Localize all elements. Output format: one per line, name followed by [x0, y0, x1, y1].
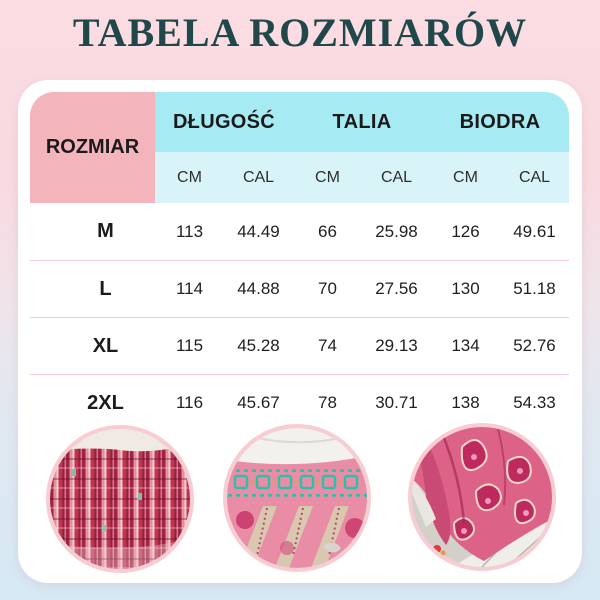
table-cell: 45.67: [224, 374, 293, 431]
table-cell: 52.76: [500, 317, 569, 374]
table-cell: 130: [431, 260, 500, 317]
row-size-label: 2XL: [30, 374, 155, 431]
waistband-fabric-image: [227, 428, 367, 568]
table-cell: 49.61: [513, 221, 556, 241]
unit-header-cal-1: CAL: [224, 152, 293, 203]
column-header-talia: TALIA: [293, 92, 431, 152]
table-cell: 44.49: [237, 221, 280, 241]
smocked-fabric-image: [50, 429, 190, 569]
column-header-biodra: BIODRA: [431, 92, 569, 152]
unit-header-cm-2: CM: [293, 152, 362, 203]
page-title: TABELA ROZMIARÓW: [72, 10, 528, 55]
unit-header-cal-3: CAL: [500, 152, 569, 203]
unit-header-cal-2: CAL: [362, 152, 431, 203]
table-cell: 134: [431, 317, 500, 374]
row-size-label: L: [30, 260, 155, 317]
table-cell: 44.88: [224, 260, 293, 317]
table-cell: 27.56: [362, 260, 431, 317]
table-cell: 138: [431, 374, 500, 431]
table-cell: 51.18: [500, 260, 569, 317]
size-chart-card: ROZMIAR DŁUGOŚĆ TALIA BIODRA CM CAL CM C…: [18, 80, 582, 583]
column-header-dlugosc: DŁUGOŚĆ: [155, 92, 293, 152]
table-cell: 66: [318, 221, 337, 241]
table-cell: 114: [155, 260, 224, 317]
table-cell: 78: [293, 374, 362, 431]
table-cell: 70: [293, 260, 362, 317]
row-size-label: M: [97, 220, 114, 242]
row-size-label: XL: [30, 317, 155, 374]
column-header-rozmiar: ROZMIAR: [30, 92, 155, 203]
table-cell: 30.71: [362, 374, 431, 431]
unit-header-cm-3: CM: [431, 152, 500, 203]
table-cell: 29.13: [362, 317, 431, 374]
product-photo-embroidered-waistband: [223, 424, 371, 572]
product-photo-paisley-drape: [408, 423, 556, 571]
table-cell: 25.98: [375, 221, 418, 241]
product-photo-smocked-waist: [46, 425, 194, 573]
table-cell: 113: [175, 221, 204, 241]
unit-header-cm-1: CM: [155, 152, 224, 203]
table-cell: 74: [293, 317, 362, 374]
table-cell: 45.28: [224, 317, 293, 374]
table-cell: 115: [155, 317, 224, 374]
table-cell: 126: [451, 221, 480, 241]
size-table: ROZMIAR DŁUGOŚĆ TALIA BIODRA CM CAL CM C…: [30, 92, 569, 431]
table-cell: 116: [155, 374, 224, 431]
table-cell: 54.33: [500, 374, 569, 431]
paisley-fabric-image: [412, 427, 552, 567]
